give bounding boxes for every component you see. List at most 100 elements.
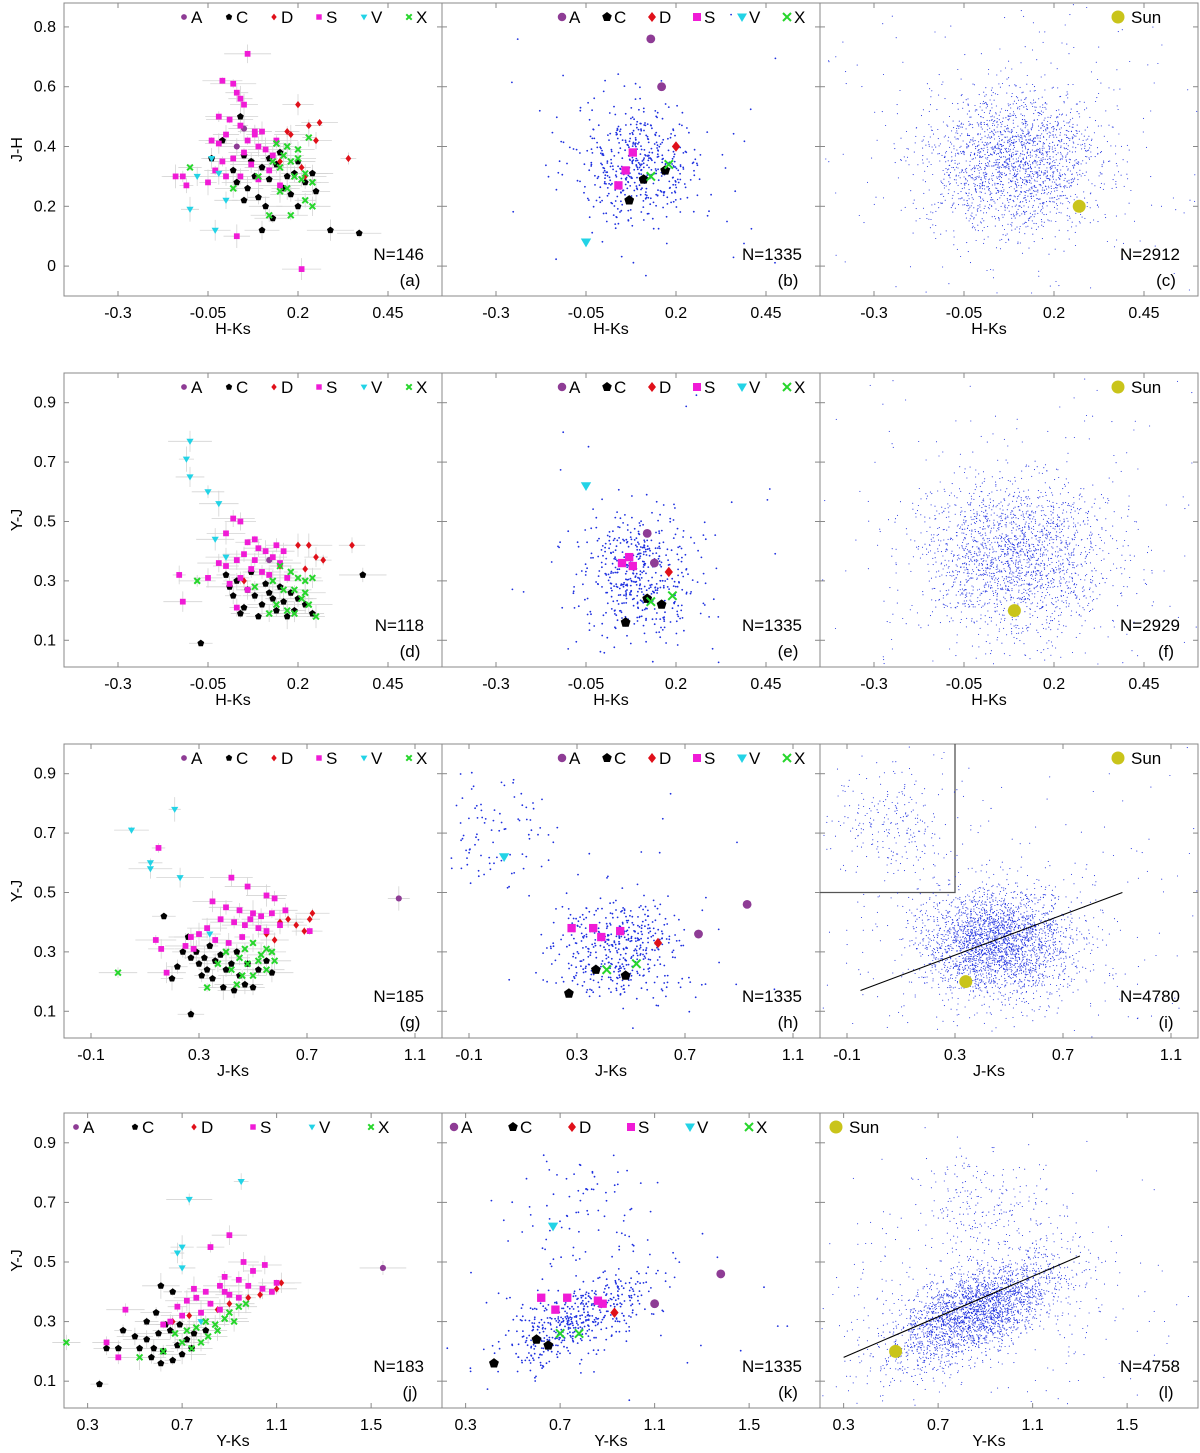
data-point [1000, 132, 1002, 134]
data-point [996, 599, 998, 601]
data-point [660, 175, 663, 177]
data-point [971, 124, 973, 126]
data-point [651, 151, 654, 154]
panel-b[interactable]: -0.3 -0.05 0.2 0.45H-KsA C D S V XN=1335(b) [441, 2, 821, 338]
data-point [964, 184, 966, 186]
data-point [1124, 213, 1126, 215]
data-point [973, 182, 975, 184]
data-point [627, 219, 630, 222]
data-point [620, 611, 623, 614]
data-point [1051, 645, 1053, 647]
x-tick-label: 0.45 [372, 676, 403, 693]
data-point [976, 521, 978, 523]
class-mean-S [617, 558, 627, 568]
data-point [1039, 163, 1042, 165]
data-point [1040, 577, 1043, 579]
data-point [996, 121, 998, 124]
data-point [598, 570, 601, 572]
data-point [607, 134, 609, 137]
data-point [1195, 626, 1197, 628]
data-point [657, 189, 659, 192]
data-point [988, 572, 990, 574]
data-point [635, 145, 637, 148]
data-point [987, 206, 989, 209]
data-point [976, 559, 978, 561]
data-point [984, 573, 986, 576]
data-point [1056, 116, 1058, 118]
data-point [592, 508, 594, 510]
data-point [998, 145, 1000, 147]
data-point [998, 167, 1000, 169]
data-point [604, 79, 606, 82]
data-point [1043, 143, 1046, 145]
data-point [1151, 572, 1153, 574]
data-point [654, 589, 657, 592]
data-point [732, 256, 735, 259]
data-point [609, 582, 612, 585]
data-point [995, 105, 997, 107]
data-point [973, 179, 975, 181]
data-point [979, 221, 982, 223]
data-point [631, 162, 634, 165]
data-point-S [183, 182, 190, 189]
data-point [1088, 158, 1091, 160]
data-point [1046, 565, 1048, 567]
data-point [973, 621, 975, 623]
data-point-X [272, 139, 280, 148]
data-point [652, 182, 655, 185]
data-point-D [302, 565, 309, 573]
data-point [982, 100, 985, 102]
data-point [1033, 150, 1035, 152]
data-point [1017, 157, 1020, 159]
data-point [648, 151, 651, 154]
y-tick-label: 0.3 [34, 573, 56, 590]
data-point [609, 576, 611, 579]
data-point [1010, 582, 1012, 584]
data-point [969, 218, 971, 220]
data-point [1108, 499, 1110, 502]
data-point [638, 584, 641, 587]
data-point [953, 191, 955, 193]
data-point [986, 103, 988, 106]
data-point [999, 197, 1001, 199]
data-point [1004, 541, 1007, 543]
data-point [659, 586, 662, 589]
data-point [1068, 563, 1070, 565]
data-point [1069, 161, 1071, 163]
data-point [596, 177, 599, 180]
data-point [998, 167, 1000, 169]
data-point [596, 146, 599, 149]
panel-d[interactable]: -0.3 -0.05 0.2 0.450.10.30.50.70.9H-KsY-JA C… [9, 372, 443, 709]
data-point [1042, 203, 1044, 205]
data-point [638, 557, 641, 559]
data-point [1050, 158, 1052, 160]
data-point [994, 202, 996, 204]
data-point [590, 613, 592, 616]
data-point [967, 134, 969, 137]
data-point [1081, 148, 1083, 150]
data-point [678, 123, 681, 126]
data-point [655, 618, 658, 620]
data-point [980, 53, 982, 55]
data-point [1032, 105, 1034, 108]
data-point [1027, 630, 1029, 632]
panel-e[interactable]: -0.3 -0.05 0.2 0.45H-KsA C D S V XN=1335(e) [441, 372, 821, 709]
data-point [965, 579, 967, 581]
data-point-X [269, 577, 277, 585]
data-point [906, 147, 908, 150]
legend-marker-X [405, 13, 413, 21]
data-point [636, 548, 639, 551]
data-point [1039, 571, 1041, 574]
data-point [971, 645, 973, 647]
data-point [1036, 629, 1038, 631]
data-point [1011, 217, 1013, 219]
data-point [931, 146, 933, 148]
data-point [1098, 46, 1100, 48]
data-point [977, 205, 979, 207]
data-point-S [241, 149, 247, 156]
data-point [691, 162, 694, 165]
data-point [1015, 174, 1017, 176]
